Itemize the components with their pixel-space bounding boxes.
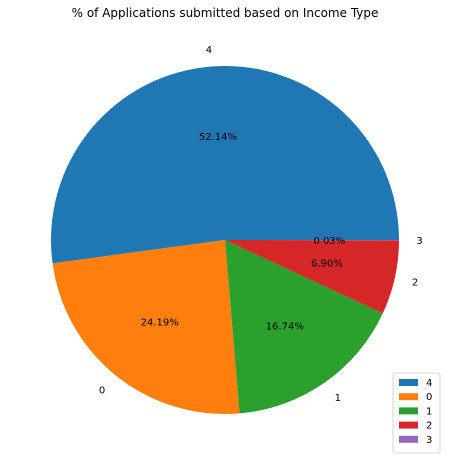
percent-labels: 52.14% 24.19% 16.74% 6.90% 0.03% bbox=[141, 132, 346, 333]
legend-swatch-4 bbox=[399, 379, 418, 386]
legend: 4 0 1 2 3 bbox=[392, 372, 441, 454]
legend-label-2: 2 bbox=[426, 421, 432, 432]
percent-label-1: 16.74% bbox=[266, 322, 304, 333]
slice-labels: 4 0 1 2 3 bbox=[99, 45, 423, 404]
slice-label-4: 4 bbox=[206, 45, 212, 56]
pie-slice-1 bbox=[225, 240, 383, 414]
pie-slice-4 bbox=[50, 66, 400, 264]
chart-title: % of Applications submitted based on Inc… bbox=[72, 6, 379, 20]
legend-label-0: 0 bbox=[426, 392, 432, 403]
legend-swatch-3 bbox=[399, 435, 418, 443]
pie-slice-2 bbox=[225, 240, 399, 314]
percent-label-4: 52.14% bbox=[199, 132, 237, 143]
percent-label-0: 24.19% bbox=[141, 317, 179, 328]
percent-label-3: 0.03% bbox=[314, 236, 346, 247]
slice-label-2: 2 bbox=[412, 278, 418, 289]
pie-slice-0 bbox=[52, 240, 240, 414]
pie-slices bbox=[50, 66, 400, 414]
slice-label-3: 3 bbox=[416, 236, 422, 247]
legend-label-3: 3 bbox=[426, 435, 432, 446]
legend-swatch-0 bbox=[399, 393, 418, 401]
percent-label-2: 6.90% bbox=[311, 259, 343, 270]
legend-label-1: 1 bbox=[426, 406, 432, 417]
legend-swatch-1 bbox=[399, 407, 418, 415]
slice-label-0: 0 bbox=[99, 385, 105, 396]
legend-label-4: 4 bbox=[426, 378, 432, 389]
legend-swatch-2 bbox=[399, 421, 418, 429]
slice-label-1: 1 bbox=[335, 393, 341, 404]
